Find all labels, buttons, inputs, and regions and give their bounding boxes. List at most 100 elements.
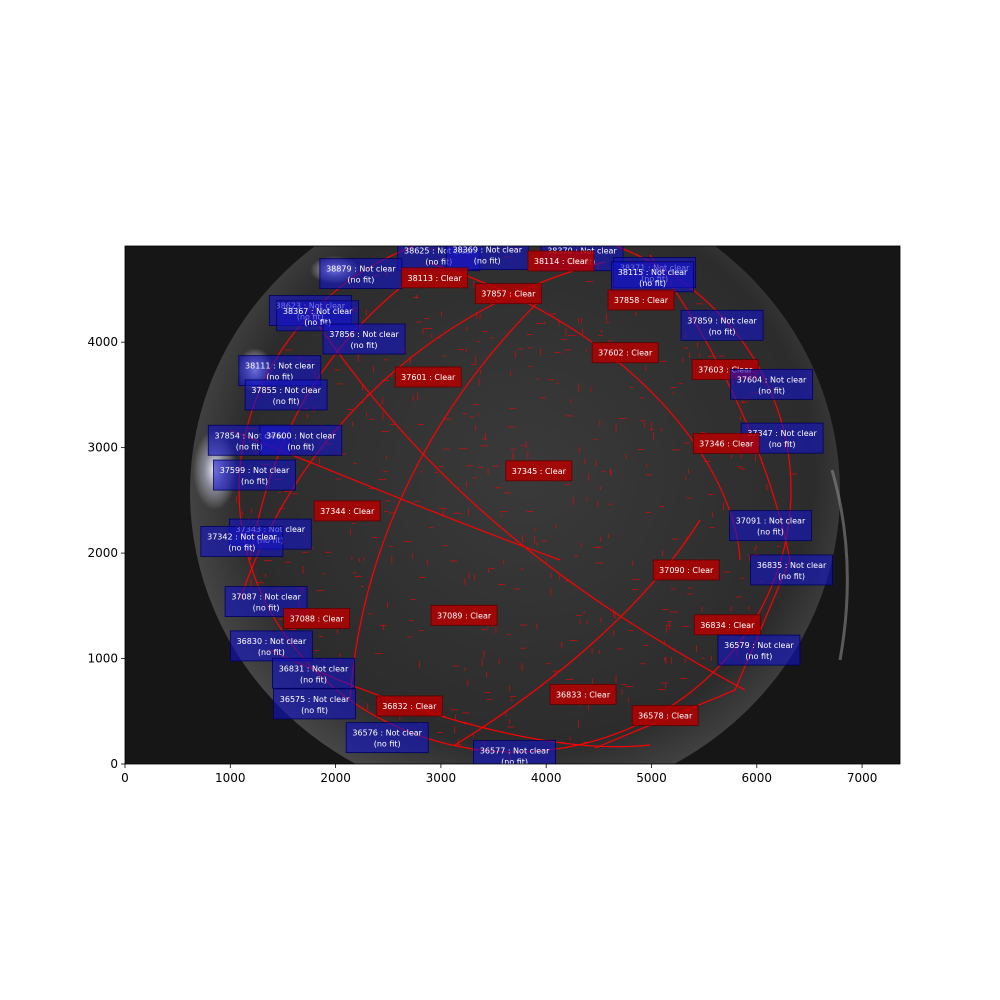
region-label-fit: (no fit) (228, 543, 255, 552)
y-tick-label: 0 (110, 757, 118, 771)
region-label-fit: (no fit) (301, 706, 328, 715)
region-label-36830: 36830 : Not clear (no fit) (229, 630, 313, 662)
region-label-37091: 37091 : Not clear (no fit) (729, 510, 812, 542)
region-label-box (313, 500, 381, 522)
x-tick-label: 4000 (531, 771, 562, 785)
grid-curve-7 (454, 519, 701, 746)
region-label-text: 38367 : Not clear (283, 307, 353, 316)
region-label-box (474, 283, 542, 305)
region-label-fit: (no fit) (241, 477, 268, 486)
region-label-text: 37089 : Clear (437, 611, 492, 620)
region-label-37599: 37599 : Not clear (no fit) (213, 459, 296, 491)
region-label-36575: 36575 : Not clear (no fit) (273, 688, 356, 720)
region-label-36831: 36831 : Not clear (no fit) (272, 657, 355, 689)
region-label-text: 37859 : Not clear (687, 316, 757, 325)
region-label-fit: (no fit) (347, 276, 374, 285)
region-label-box (505, 460, 573, 482)
x-tick-label: 7000 (847, 771, 878, 785)
region-label-box (730, 368, 813, 400)
region-label-37856: 37856 : Not clear (no fit) (322, 323, 406, 355)
region-label-text: 37601 : Clear (401, 373, 456, 382)
region-label-fit: (no fit) (236, 442, 263, 451)
region-label-fit: (no fit) (639, 279, 666, 288)
sky-image: 38625 : Not clear(no fit)38369 : Not cle… (125, 246, 900, 764)
y-axis-ticks: 0 1000 2000 3000 4000 (87, 335, 125, 771)
region-label-text: 36830 : Not clear (237, 637, 307, 646)
region-label-36578: 36578 : Clear (631, 705, 699, 726)
region-label-fit: (no fit) (769, 440, 796, 449)
region-label-fit: (no fit) (758, 386, 785, 395)
region-label-text: 37855 : Not clear (251, 386, 321, 395)
region-label-box (244, 379, 328, 411)
x-tick-label: 2000 (320, 771, 351, 785)
x-tick-label: 5000 (636, 771, 667, 785)
x-axis-ticks: 0 1000 2000 3000 4000 5000 6000 7000 (121, 764, 877, 785)
region-label-text: 37858 : Clear (614, 296, 669, 305)
y-tick-label: 4000 (87, 335, 118, 349)
region-label-box (430, 604, 498, 626)
region-label-37090: 37090 : Clear (652, 559, 720, 581)
region-label-36577: 36577 : Not clear (no fit) (473, 740, 557, 764)
region-label-fit: (no fit) (778, 572, 805, 581)
region-label-fit: (no fit) (474, 257, 501, 266)
x-tick-label: 6000 (742, 771, 773, 785)
horizon-rim-right (830, 469, 849, 661)
grid-curve-9 (594, 559, 791, 749)
region-label-fit: (no fit) (425, 258, 452, 267)
region-label-text: 37603 : Clear (698, 366, 753, 375)
region-label-fit: (no fit) (300, 675, 327, 684)
region-label-text: 36578 : Clear (638, 711, 693, 720)
region-label-box (213, 459, 296, 491)
x-tick-label: 1000 (215, 771, 246, 785)
region-label-text: 37091 : Not clear (736, 517, 806, 526)
region-label-text: 37604 : Not clear (737, 375, 807, 384)
region-label-box (680, 309, 764, 341)
region-label-text: 36577 : Not clear (480, 747, 550, 756)
region-label-text: 37090 : Clear (659, 566, 714, 575)
region-label-fit: (no fit) (287, 442, 314, 451)
region-label-fit: (no fit) (253, 604, 280, 613)
region-label-38369: 38369 : Not clear (no fit) (445, 246, 529, 271)
region-label-box (692, 433, 760, 454)
region-label-fit: (no fit) (709, 327, 736, 336)
region-label-text: 37087 : Not clear (231, 593, 301, 602)
region-label-37346: 37346 : Clear (692, 433, 760, 454)
region-label-text: 37599 : Not clear (220, 466, 290, 475)
y-tick-label: 1000 (87, 652, 118, 666)
region-label-text: 38369 : Not clear (452, 246, 522, 255)
region-label-text: 37345 : Clear (512, 467, 567, 476)
grid-curve-6 (349, 299, 541, 701)
region-label-37604: 37604 : Not clear (no fit) (730, 368, 813, 400)
region-label-box (729, 510, 812, 542)
region-label-text: 37854 : Not clear (214, 431, 284, 440)
region-label-37602: 37602 : Clear (591, 342, 659, 364)
region-label-fit: (no fit) (273, 397, 300, 406)
region-label-37345: 37345 : Clear (505, 460, 573, 482)
region-label-box (717, 634, 801, 666)
region-label-box (345, 722, 429, 754)
region-label-38879: 38879 : Not clear (no fit) (319, 258, 403, 290)
region-label-text: 38879 : Not clear (326, 265, 396, 274)
region-label-36832: 36832 : Clear (375, 695, 443, 717)
region-label-fit: (no fit) (745, 652, 772, 661)
region-label-box (394, 366, 462, 388)
region-label-text: 38115 : Not clear (618, 268, 688, 277)
region-label-text: 38113 : Clear (408, 274, 463, 283)
region-label-text: 36576 : Not clear (352, 729, 422, 738)
region-label-text: 37347 : Not clear (747, 429, 817, 438)
region-label-box (273, 688, 356, 720)
region-labels: 38625 : Not clear(no fit)38369 : Not cle… (200, 246, 833, 764)
region-label-text: 36832 : Clear (382, 702, 437, 711)
region-label-box (591, 342, 659, 364)
region-label-text: 37602 : Clear (598, 349, 653, 358)
region-label-text: 36579 : Not clear (724, 641, 794, 650)
region-label-text: 37088 : Clear (290, 614, 345, 623)
region-label-box (200, 526, 284, 557)
x-tick-label: 0 (121, 771, 129, 785)
region-label-37857: 37857 : Clear (474, 283, 542, 305)
region-label-box (611, 261, 694, 293)
region-label-box (607, 289, 675, 311)
region-label-37855: 37855 : Not clear (no fit) (244, 379, 328, 411)
region-label-38115: 38115 : Not clear (no fit) (611, 261, 694, 293)
